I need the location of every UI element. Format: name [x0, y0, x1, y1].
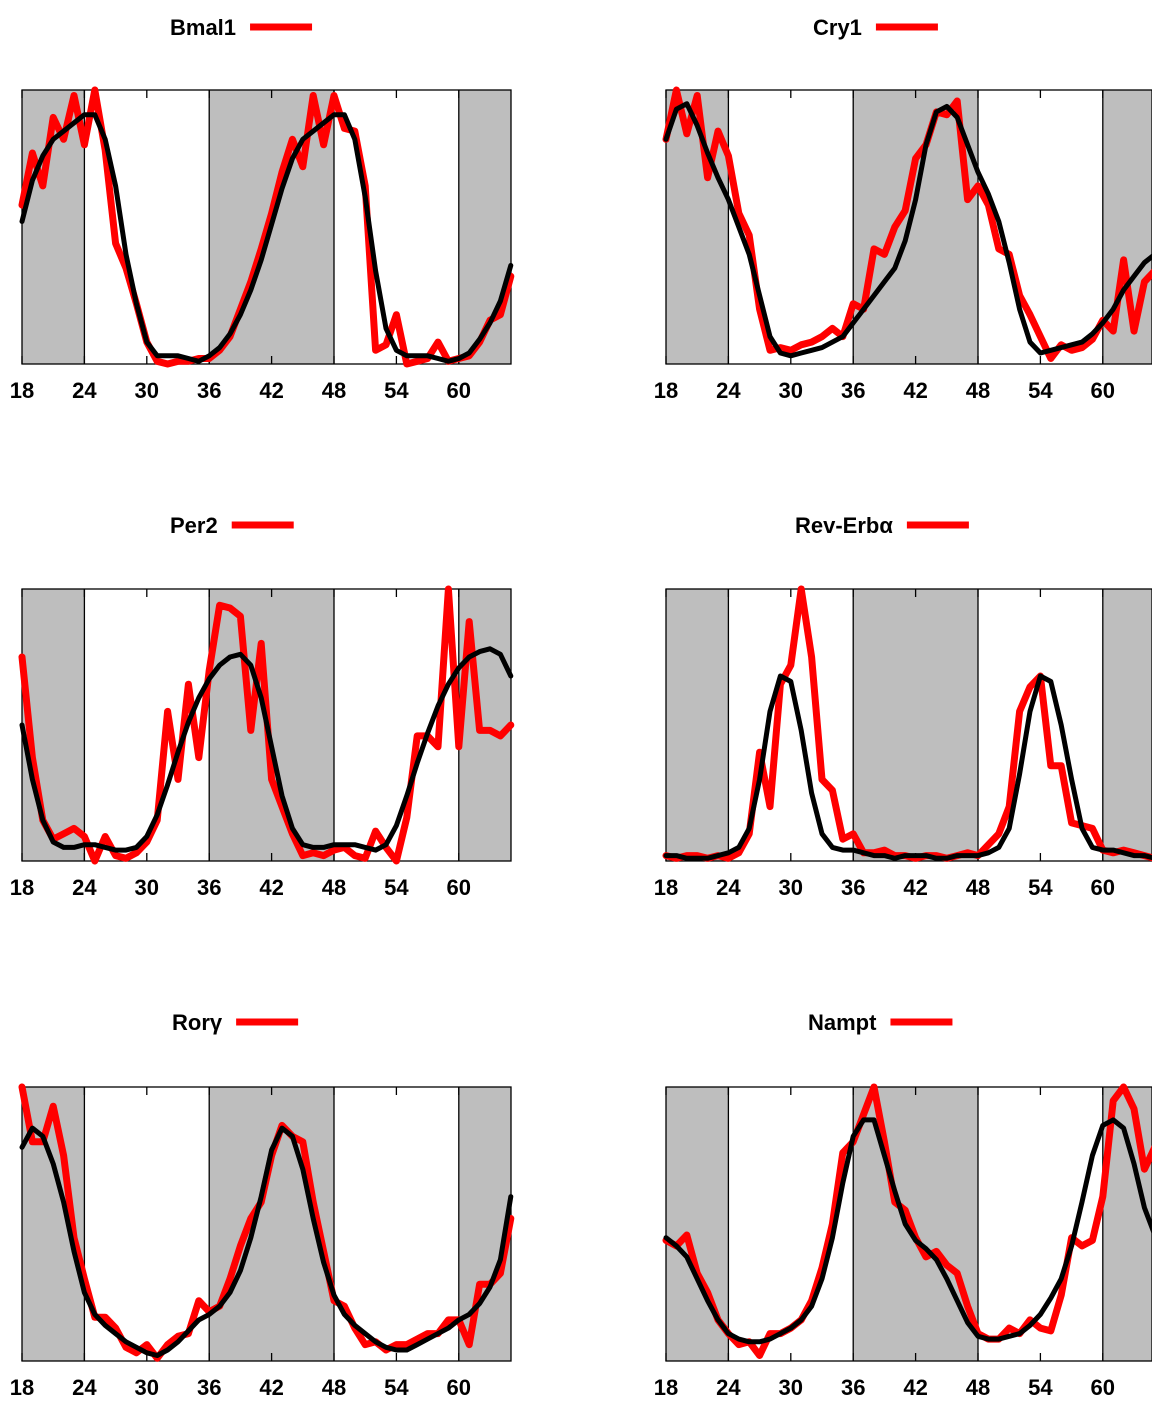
x-tick-label: 24 [72, 1375, 97, 1400]
chart-title: Rev-Erbα [795, 513, 893, 538]
x-tick-label: 42 [903, 1375, 927, 1400]
shaded-interval-2 [1102, 90, 1152, 364]
x-tick-label: 60 [447, 378, 471, 403]
shaded-interval-0 [666, 589, 729, 861]
chart-panel-4: 18 24 30 36 42 48 54 60 Rorγ [10, 1010, 515, 1400]
x-tick-label: 24 [716, 875, 741, 900]
plot-frame [665, 89, 1152, 365]
x-tick-label: 54 [384, 378, 409, 403]
chart-title: Per2 [170, 513, 218, 538]
x-tick-label: 18 [10, 875, 34, 900]
x-tick-label: 18 [654, 1375, 678, 1400]
x-tick-label: 54 [384, 1375, 409, 1400]
x-tick-label: 30 [779, 875, 803, 900]
x-tick-label: 54 [1028, 378, 1053, 403]
x-tick-label: 36 [841, 1375, 865, 1400]
x-tick-label: 36 [197, 875, 221, 900]
x-tick-label: 30 [779, 378, 803, 403]
shaded-interval-2 [1102, 589, 1152, 861]
x-tick-label: 42 [259, 875, 283, 900]
x-tick-label: 36 [197, 378, 221, 403]
plot-frame [665, 1086, 1152, 1362]
x-tick-label: 36 [841, 875, 865, 900]
chart-panel-1: 18 24 30 36 42 48 54 60 Cry1 [654, 15, 1152, 403]
series-line-1 [663, 1117, 1152, 1345]
x-tick-label: 36 [841, 378, 865, 403]
shaded-interval-1 [209, 589, 334, 861]
x-tick-label: 30 [135, 875, 159, 900]
x-tick-label: 54 [1028, 1375, 1053, 1400]
x-tick-label: 48 [966, 1375, 990, 1400]
plot-frame [665, 588, 1152, 862]
plot-frame [21, 89, 512, 365]
series-line-1 [19, 112, 514, 364]
chart-title: Bmal1 [170, 15, 236, 40]
shaded-interval-1 [853, 1087, 978, 1361]
x-tick-label: 18 [654, 378, 678, 403]
series-line-0 [662, 86, 1152, 362]
chart-panel-0: 18 24 30 36 42 48 54 60 Bmal1 [10, 15, 515, 403]
series-line-1 [663, 101, 1152, 359]
chart-title: Rorγ [172, 1010, 223, 1035]
x-tick-label: 48 [322, 378, 346, 403]
series-line-1 [19, 646, 514, 853]
x-tick-label: 30 [135, 1375, 159, 1400]
shaded-interval-2 [458, 90, 511, 364]
x-tick-label: 60 [1091, 378, 1115, 403]
x-tick-label: 48 [966, 875, 990, 900]
x-tick-label: 42 [903, 875, 927, 900]
x-tick-label: 24 [716, 378, 741, 403]
x-tick-label: 18 [654, 875, 678, 900]
chart-title: Cry1 [813, 15, 862, 40]
x-tick-label: 24 [72, 875, 97, 900]
x-tick-label: 36 [197, 1375, 221, 1400]
series-line-1 [663, 673, 1152, 861]
x-tick-label: 60 [447, 1375, 471, 1400]
x-tick-label: 30 [779, 1375, 803, 1400]
x-tick-label: 48 [966, 378, 990, 403]
x-tick-label: 18 [10, 1375, 34, 1400]
x-tick-label: 42 [903, 378, 927, 403]
x-tick-label: 48 [322, 875, 346, 900]
x-tick-label: 24 [72, 378, 97, 403]
chart-panel-3: 18 24 30 36 42 48 54 60 Rev-Erbα [654, 513, 1152, 900]
series-line-1 [19, 1125, 514, 1358]
x-tick-label: 60 [447, 875, 471, 900]
shaded-interval-2 [458, 1087, 511, 1361]
x-tick-label: 60 [1091, 1375, 1115, 1400]
x-tick-label: 48 [322, 1375, 346, 1400]
x-tick-label: 54 [1028, 875, 1053, 900]
x-tick-label: 24 [716, 1375, 741, 1400]
x-tick-label: 42 [259, 1375, 283, 1400]
x-tick-label: 54 [384, 875, 409, 900]
chart-panel-5: 18 24 30 36 42 48 54 60 Nampt [654, 1010, 1152, 1400]
shaded-interval-1 [853, 589, 978, 861]
x-tick-label: 30 [135, 378, 159, 403]
x-tick-label: 60 [1091, 875, 1115, 900]
x-tick-label: 18 [10, 378, 34, 403]
chart-title: Nampt [808, 1010, 877, 1035]
shaded-interval-1 [853, 90, 978, 364]
x-tick-label: 42 [259, 378, 283, 403]
chart-panel-2: 18 24 30 36 42 48 54 60 Per2 [10, 513, 515, 900]
